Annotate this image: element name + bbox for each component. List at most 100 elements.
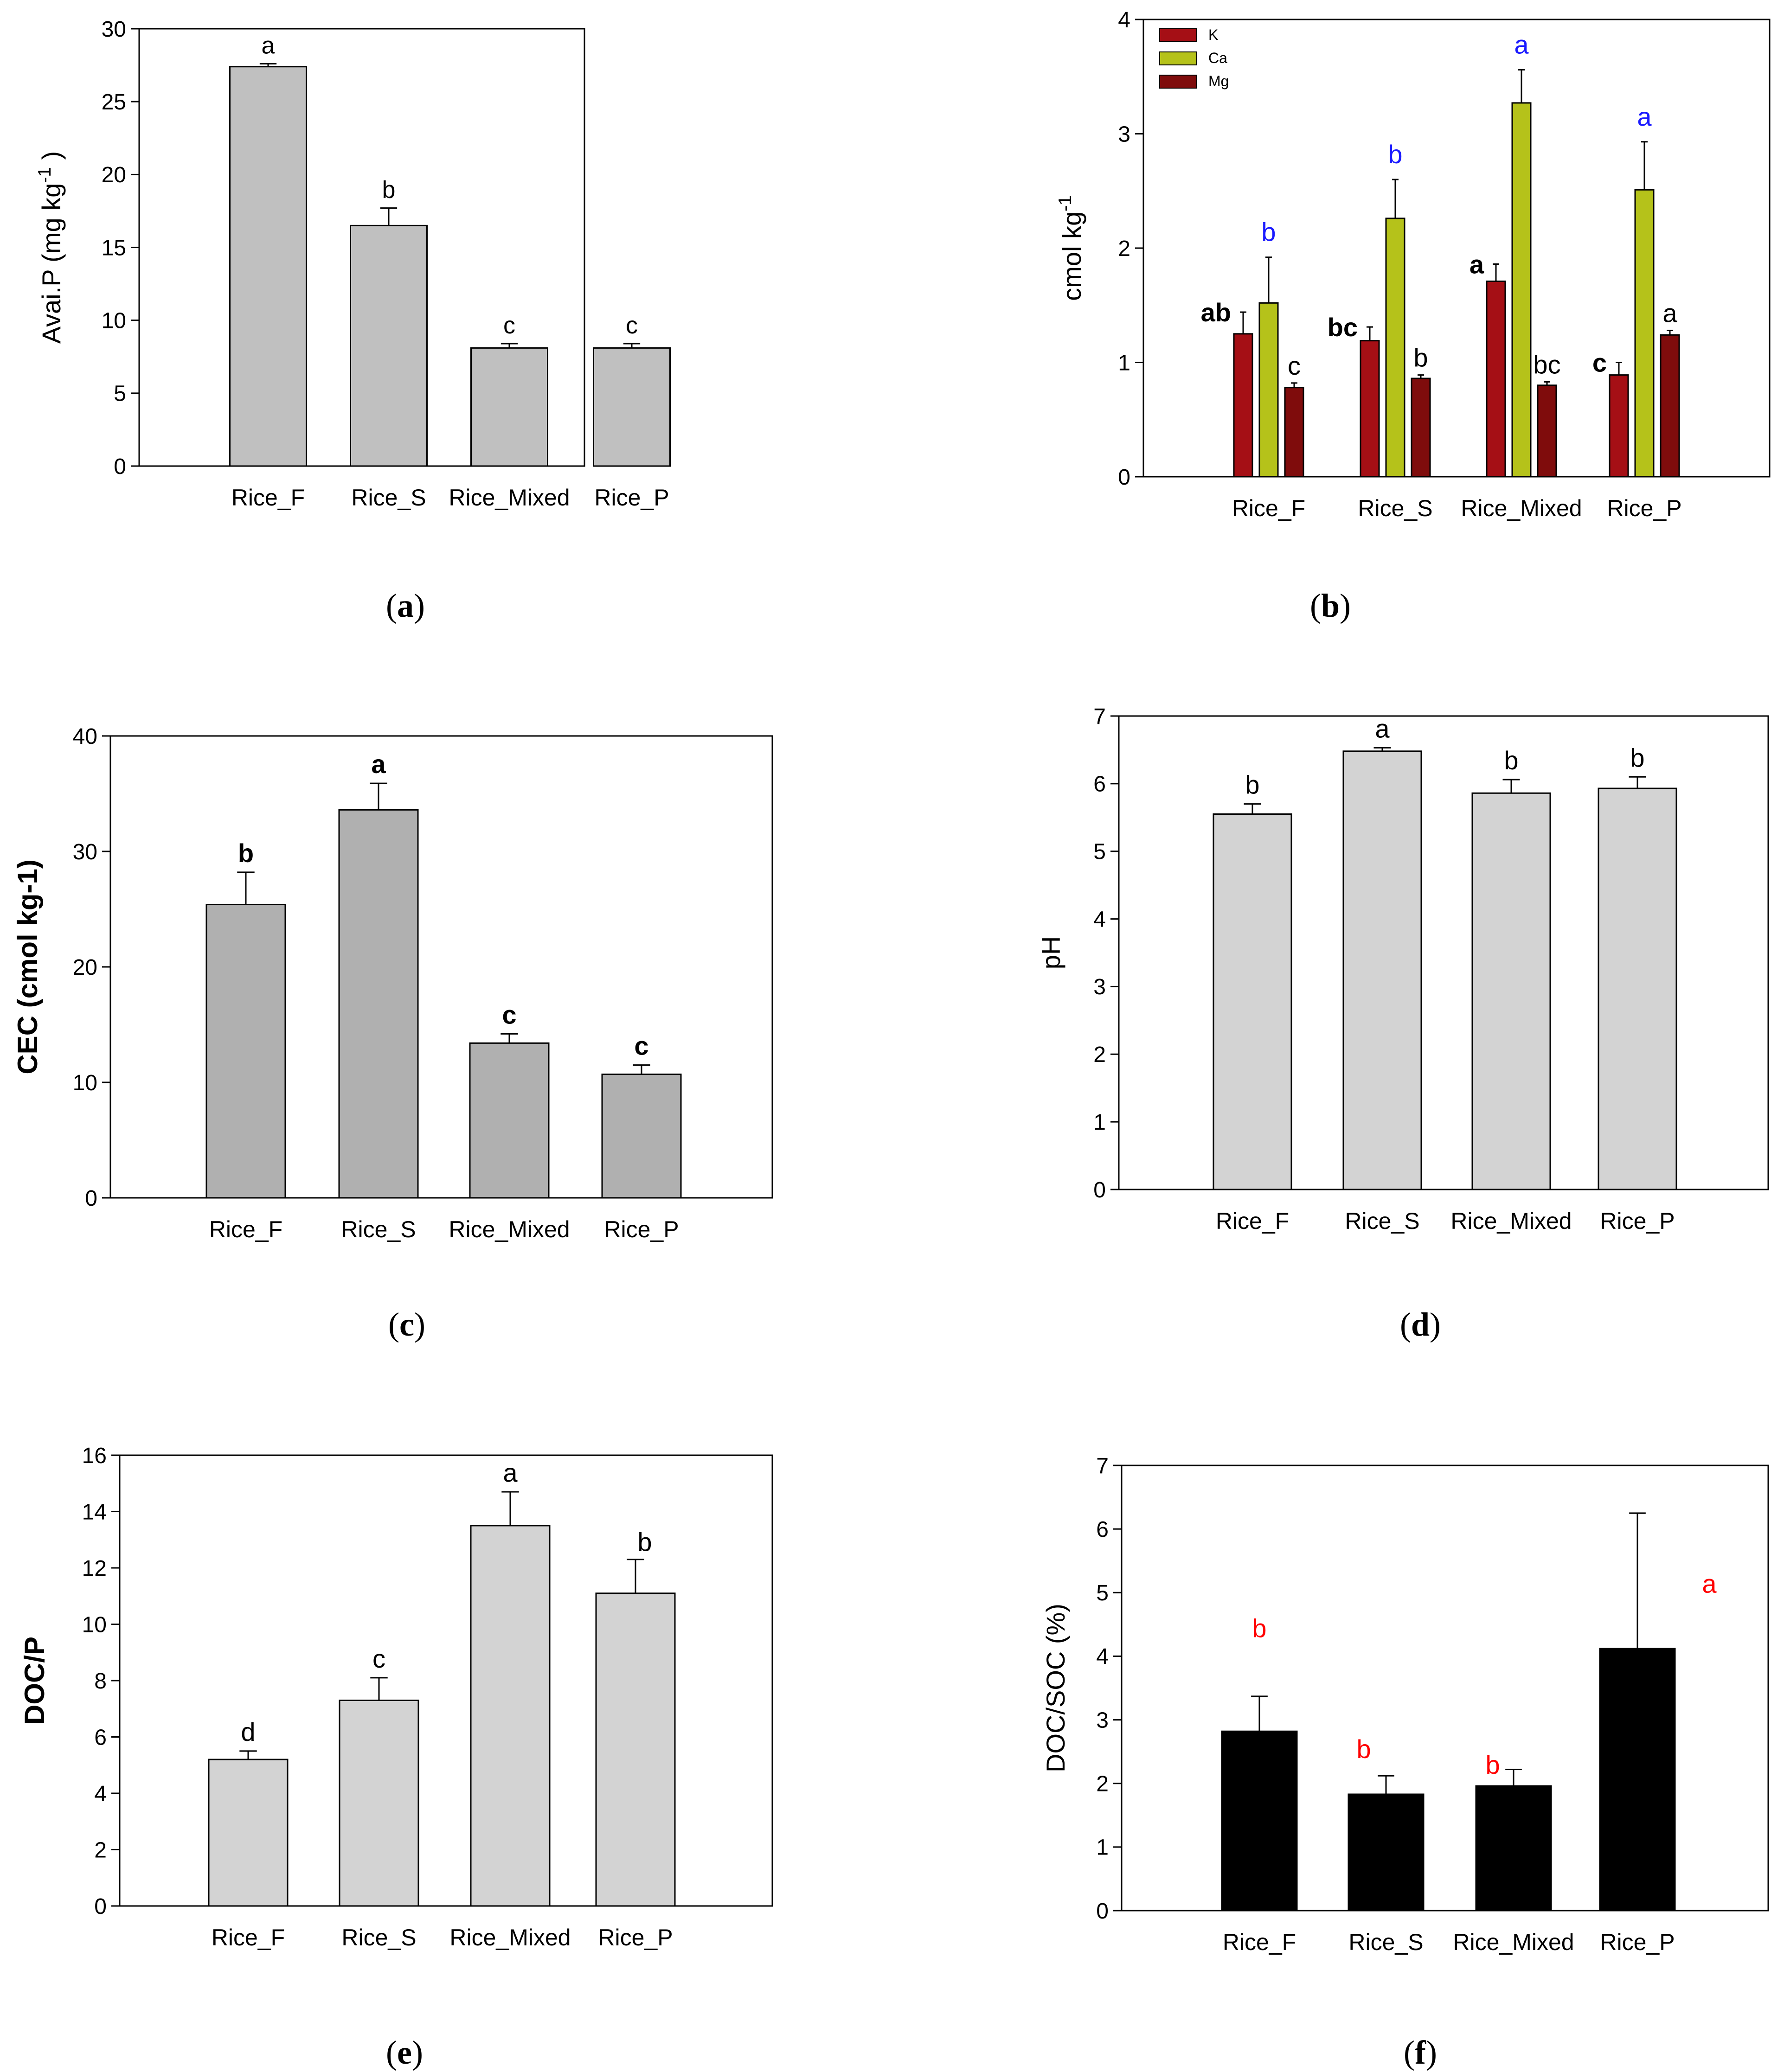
significance-letter: c (1592, 348, 1607, 377)
y-tick-label: 6 (1093, 772, 1106, 797)
significance-letter: c (502, 1000, 516, 1029)
plot-frame (1121, 1464, 1769, 1912)
y-tick-label: 5 (1093, 840, 1106, 864)
caption-f: (f) (1404, 2034, 1437, 2071)
y-tick-label: 6 (1096, 1517, 1109, 1542)
significance-letter: c (503, 312, 515, 339)
y-tick-label: 2 (1118, 237, 1130, 261)
chart-c: 0 10 20 30 40 CEC (cmol kg-1) Rice_F Rice_S Rice… (12, 724, 773, 1242)
chart-d: 0 1 2 3 4 5 6 7 pH Rice_F Rice_S Rice_Mixed Rice_P b a… (1036, 704, 1769, 1234)
significance-letter: a (371, 749, 386, 779)
caption-b: (b) (1309, 587, 1351, 624)
y-tick-label: 5 (1096, 1581, 1109, 1605)
y-axis-label: cmol kg-1 (1055, 195, 1087, 301)
caption-a: (a) (386, 587, 425, 624)
y-tick-label: 2 (94, 1838, 107, 1862)
bar (593, 347, 671, 467)
bar (1511, 102, 1532, 478)
significance-letter: a (1702, 1569, 1717, 1598)
bar (470, 347, 548, 467)
bar (1599, 1648, 1676, 1912)
significance-letter: b (1261, 217, 1276, 247)
significance-letter: c (1288, 351, 1301, 380)
bar (1284, 387, 1304, 478)
y-tick-label: 1 (1093, 1110, 1106, 1135)
y-tick-label: 0 (1096, 1899, 1109, 1924)
y-tick-label: 25 (102, 90, 126, 115)
y-tick-label: 30 (102, 17, 126, 42)
y-tick-label: 10 (102, 308, 126, 333)
significance-letter: b (1245, 770, 1259, 799)
y-axis-label: pH (1036, 936, 1065, 970)
bar (1537, 384, 1557, 478)
y-tick-label: 5 (114, 382, 126, 406)
significance-letter: b (1388, 140, 1402, 169)
legend-label: K (1208, 26, 1218, 43)
y-tick-label: 0 (94, 1894, 107, 1919)
y-tick-label: 4 (1093, 907, 1106, 932)
significance-letter: c (626, 312, 638, 339)
significance-letter: b (637, 1528, 652, 1557)
bar (339, 1700, 419, 1907)
bar (1486, 280, 1506, 478)
bar (1411, 377, 1431, 478)
x-tick-label: Rice_P (1607, 495, 1681, 521)
bar (1475, 1785, 1552, 1912)
legend-label: Mg (1208, 73, 1229, 90)
x-tick-label: Rice_S (341, 1216, 416, 1242)
y-tick-label: 1 (1118, 351, 1130, 375)
y-tick-label: 8 (94, 1669, 107, 1694)
y-tick-label: 2 (1093, 1042, 1106, 1067)
x-tick-label: Rice_Mixed (449, 1216, 570, 1242)
bar (1634, 189, 1655, 478)
y-tick-label: 10 (82, 1612, 107, 1637)
y-axis-label-superscript: -1 (1055, 195, 1075, 211)
caption-c: (c) (388, 1306, 425, 1343)
bar (1233, 333, 1253, 478)
legend-swatch (1159, 28, 1197, 42)
significance-letter: b (382, 177, 396, 204)
bar (1360, 340, 1380, 478)
significance-letter: b (1630, 743, 1644, 772)
significance-letter: a (1514, 30, 1529, 59)
significance-letter: ab (1201, 298, 1231, 327)
bar (470, 1525, 551, 1907)
y-tick-label: 12 (82, 1556, 107, 1581)
bar (1385, 217, 1405, 478)
x-tick-label: Rice_S (341, 1925, 416, 1950)
y-tick-label: 1 (1096, 1835, 1109, 1860)
legend-label: Ca (1208, 50, 1227, 66)
significance-letter: b (1357, 1734, 1371, 1764)
significance-letter: b (1504, 746, 1518, 775)
bar (1213, 813, 1292, 1190)
bar (1598, 787, 1677, 1190)
significance-letter: c (372, 1644, 385, 1673)
x-tick-label: Rice_F (1232, 495, 1305, 521)
y-axis-label-superscript: -1 (35, 167, 55, 183)
chart-e: 0 2 4 6 8 10 12 14 16 DOC/P Rice_F Rice_S Rice_Mixed… (19, 1444, 773, 1950)
significance-letter: a (1470, 250, 1484, 279)
bar (1471, 792, 1551, 1190)
y-axis-label: DOC/P (19, 1637, 50, 1725)
x-tick-label: Rice_F (1223, 1929, 1296, 1955)
y-tick-label: 6 (94, 1725, 107, 1750)
y-axis-label-close: ) (37, 151, 66, 167)
y-axis-label: Avai.P (mg kg-1 ) (35, 151, 66, 344)
legend-swatch (1159, 51, 1197, 65)
caption-e: (e) (386, 2034, 423, 2071)
x-tick-label: Rice_S (1358, 495, 1432, 521)
significance-letter: a (1375, 714, 1390, 743)
y-tick-label: 14 (82, 1500, 107, 1524)
bar (595, 1592, 676, 1907)
x-tick-label: Rice_S (1345, 1208, 1419, 1234)
significance-letter: b (1486, 1750, 1500, 1779)
bar (338, 809, 419, 1199)
y-tick-label: 10 (73, 1071, 97, 1095)
significance-letter: a (1662, 298, 1677, 327)
y-tick-label: 0 (1118, 465, 1130, 490)
y-axis-label: CEC (cmol kg-1) (12, 859, 43, 1074)
y-tick-label: 0 (1093, 1178, 1106, 1202)
bar (1348, 1793, 1425, 1912)
x-tick-label: Rice_P (594, 485, 669, 511)
